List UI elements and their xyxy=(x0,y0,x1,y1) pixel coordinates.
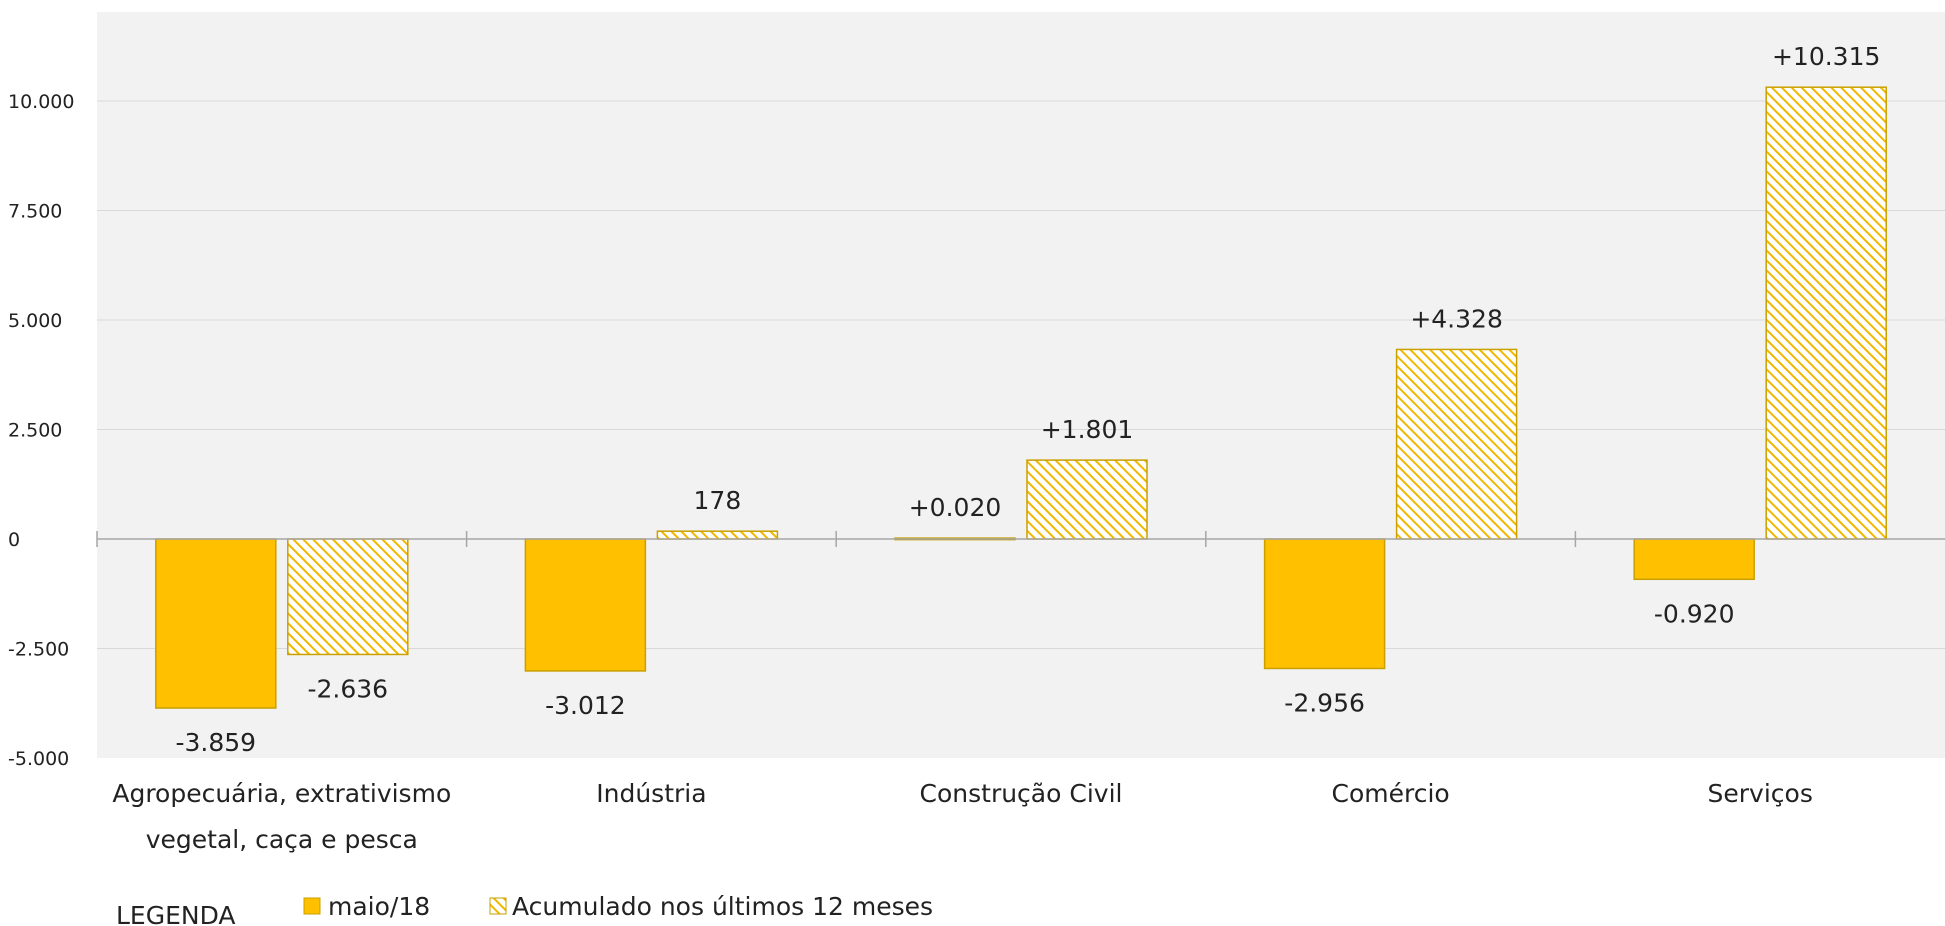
y-axis-ticks: 10.000 7.500 5.000 2.500 0 -2.500 -5.000 xyxy=(8,91,74,770)
category-label: Comércio xyxy=(1331,779,1449,808)
bar-acumulado xyxy=(287,538,409,656)
category-label: Serviços xyxy=(1708,779,1813,808)
legend-label-maio: maio/18 xyxy=(328,892,430,921)
category-label: Agropecuária, extrativismo xyxy=(112,779,451,808)
legend-swatch-acumulado xyxy=(489,897,507,915)
data-label: -3.012 xyxy=(545,691,626,720)
data-label: +10.315 xyxy=(1772,42,1880,71)
bar-maio xyxy=(1633,538,1755,581)
category-label: Indústria xyxy=(596,779,706,808)
legend: LEGENDA maio/18 Acumulado nos últimos 12… xyxy=(116,892,933,926)
y-tick-label: 10.000 xyxy=(8,91,74,113)
data-label: -0.920 xyxy=(1654,599,1735,628)
bar-maio xyxy=(524,538,647,672)
bar-acumulado xyxy=(1765,86,1887,540)
category-labels: Agropecuária, extrativismo vegetal, caça … xyxy=(112,779,1813,854)
category-label: Construção Civil xyxy=(920,779,1123,808)
bar-acumulado xyxy=(656,530,779,540)
y-tick-label: 2.500 xyxy=(8,420,62,442)
bar-acumulado xyxy=(1395,348,1518,540)
y-tick-label: -5.000 xyxy=(8,748,69,770)
legend-title: LEGENDA xyxy=(116,901,236,926)
zero-axis xyxy=(96,531,1945,547)
bar-acumulado xyxy=(1026,459,1148,540)
category-label: vegetal, caça e pesca xyxy=(146,825,418,854)
bar-maio xyxy=(1263,538,1386,670)
bars xyxy=(155,86,1887,709)
y-tick-label: -2.500 xyxy=(8,639,69,661)
data-label: +1.801 xyxy=(1041,415,1134,444)
y-tick-label: 0 xyxy=(8,529,20,551)
data-label: -2.636 xyxy=(308,674,389,703)
data-label: -2.956 xyxy=(1284,688,1365,717)
gridlines xyxy=(97,100,1945,649)
bar-maio xyxy=(155,538,277,709)
legend-swatch-maio xyxy=(303,897,321,915)
y-tick-label: 5.000 xyxy=(8,310,62,332)
legend-label-acumulado: Acumulado nos últimos 12 meses xyxy=(512,892,933,921)
data-label: +0.020 xyxy=(909,493,1002,522)
data-labels: -3.859 -3.012 +0.020 -2.956 -0.920 -2.636 178 +… xyxy=(176,42,1881,757)
data-label: +4.328 xyxy=(1410,304,1503,333)
data-label: -3.859 xyxy=(176,728,257,757)
data-label: 178 xyxy=(694,486,742,515)
y-tick-label: 7.500 xyxy=(8,201,62,223)
